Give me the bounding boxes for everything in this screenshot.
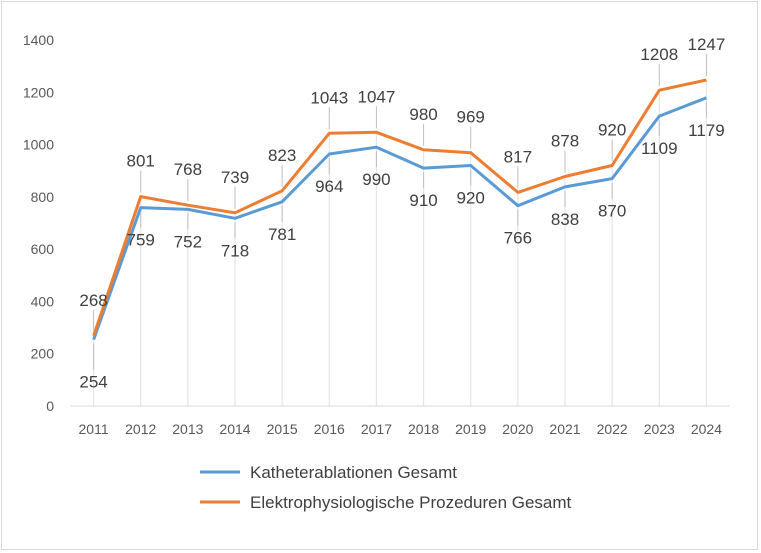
y-tick-label-2: 400 (31, 293, 55, 309)
data-label-s0-2016: 964 (315, 177, 343, 196)
data-label-s0-2024: 1179 (688, 121, 725, 140)
data-label-s1-2021: 878 (551, 131, 579, 150)
x-tick-label-2022: 2022 (597, 421, 628, 437)
x-tick-label-2019: 2019 (455, 421, 486, 437)
data-label-s1-2014: 739 (221, 168, 249, 187)
series-lines (92, 78, 707, 341)
data-label-s1-2024: 1247 (688, 35, 726, 54)
x-tick-label-2016: 2016 (314, 421, 345, 437)
x-tick-label-2024: 2024 (691, 421, 722, 437)
y-tick-label-5: 1000 (23, 137, 54, 153)
data-label-s1-2017: 1047 (358, 87, 396, 106)
drop-lines (92, 79, 708, 406)
data-label-s1-2015: 823 (268, 146, 296, 165)
data-label-s1-2018: 980 (409, 105, 437, 124)
y-tick-label-7: 1400 (23, 32, 54, 48)
data-label-s0-2013: 752 (174, 232, 202, 251)
data-label-s0-2015: 781 (268, 225, 296, 244)
series-line-1 (92, 78, 707, 337)
y-tick-label-0: 0 (46, 398, 54, 414)
data-label-s1-2013: 768 (174, 160, 202, 179)
data-label-s0-2017: 990 (362, 170, 390, 189)
data-label-s0-2023: 1109 (641, 139, 678, 158)
x-tick-label-2012: 2012 (125, 421, 156, 437)
data-label-s0-2012: 759 (127, 231, 155, 250)
data-label-s0-2020: 766 (504, 229, 532, 248)
data-label-s1-2016: 1043 (310, 88, 348, 107)
x-axis: 2011 2012 2013 2014 2015 2016 2017 2018 2019 2020… (70, 405, 730, 437)
y-axis: 0 200 400 600 800 1000 1200 1400 (23, 32, 54, 414)
x-tick-label-2020: 2020 (502, 421, 533, 437)
data-label-s0-2019: 920 (457, 188, 485, 207)
y-tick-label-1: 200 (31, 346, 55, 362)
data-label-s0-2018: 910 (409, 191, 437, 210)
data-label-s1-2022: 920 (598, 120, 626, 139)
x-tick-label-2015: 2015 (267, 421, 298, 437)
x-tick-label-2011: 2011 (79, 421, 109, 437)
data-label-s0-2022: 870 (598, 202, 626, 221)
y-tick-label-4: 800 (31, 189, 55, 205)
data-label-s1-2012: 801 (127, 152, 155, 171)
x-tick-label-2014: 2014 (219, 421, 250, 437)
data-label-s0-2011: 254 (79, 373, 107, 392)
y-tick-label-3: 600 (31, 241, 55, 257)
data-label-s0-2014: 718 (221, 241, 249, 260)
x-tick-label-2021: 2021 (549, 421, 580, 437)
label-leader-lines (93, 53, 707, 370)
legend: Katheterablationen Gesamt Elektrophysiolo… (200, 463, 572, 512)
x-tick-label-2013: 2013 (172, 421, 203, 437)
data-label-s1-2023: 1208 (640, 45, 678, 64)
data-label-s0-2021: 838 (551, 210, 579, 229)
x-tick-label-2017: 2017 (361, 421, 392, 437)
data-labels: 254 759 752 718 781 964 990 910 920 766 838 870 1109… (79, 35, 725, 392)
series-line-0 (92, 96, 707, 341)
data-label-s1-2019: 969 (457, 108, 485, 127)
legend-label-0: Katheterablationen Gesamt (250, 463, 457, 482)
legend-label-1: Elektrophysiologische Prozeduren Gesamt (250, 493, 572, 512)
data-label-s1-2011: 268 (79, 291, 107, 310)
data-label-s1-2020: 817 (504, 147, 532, 166)
x-tick-label-2023: 2023 (644, 421, 675, 437)
y-tick-label-6: 1200 (23, 84, 54, 100)
x-tick-label-2018: 2018 (408, 421, 439, 437)
